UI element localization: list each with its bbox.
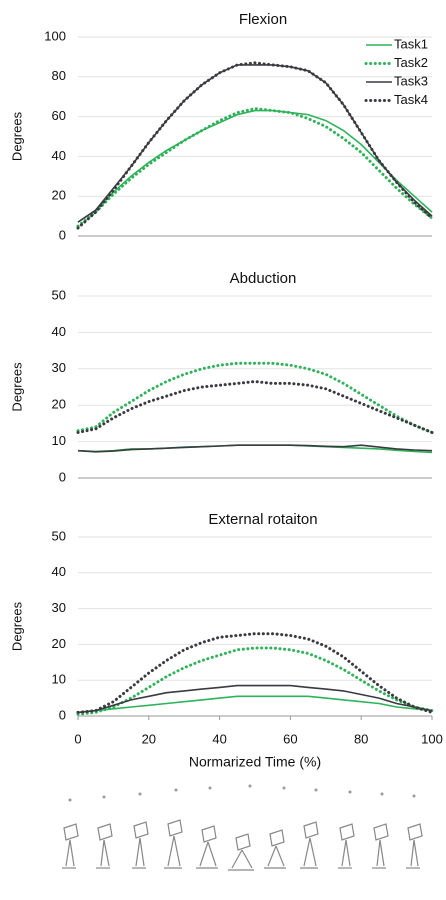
x-tick-label: 0: [74, 731, 81, 746]
series-line: [77, 64, 433, 223]
legend-label: Task3: [394, 73, 428, 88]
x-tick-label: 60: [283, 731, 297, 746]
y-tick-label: 100: [44, 28, 66, 43]
y-axis-label: Degrees: [9, 362, 24, 412]
y-tick-label: 40: [52, 564, 66, 579]
series-line: [76, 379, 434, 434]
y-tick-label: 50: [52, 528, 66, 543]
series-line: [76, 107, 434, 228]
series-line: [77, 444, 433, 453]
y-tick-label: 40: [52, 324, 66, 339]
y-axis-label: Degrees: [9, 601, 24, 651]
y-tick-label: 30: [52, 360, 66, 375]
series-line: [76, 632, 434, 714]
y-tick-label: 20: [52, 397, 66, 412]
legend-label: Task4: [394, 92, 428, 107]
series-line: [77, 695, 433, 714]
series-line: [76, 646, 434, 716]
y-tick-label: 0: [59, 227, 66, 242]
y-tick-label: 0: [59, 469, 66, 484]
legend-label: Task1: [394, 36, 428, 51]
chart-title: Flexion: [239, 11, 287, 28]
x-axis-label: Normarized Time (%): [189, 754, 321, 770]
series-line: [76, 361, 434, 434]
series-line: [76, 61, 434, 230]
x-tick-label: 20: [142, 731, 156, 746]
chart-title: Abduction: [230, 270, 297, 287]
y-tick-label: 10: [52, 672, 66, 687]
y-tick-label: 60: [52, 108, 66, 123]
series-line: [77, 109, 433, 223]
y-tick-label: 10: [52, 433, 66, 448]
x-tick-label: 80: [354, 731, 368, 746]
x-tick-label: 40: [212, 731, 226, 746]
legend-label: Task2: [394, 55, 428, 70]
series-line: [77, 684, 433, 714]
y-tick-label: 30: [52, 600, 66, 615]
y-tick-label: 20: [52, 188, 66, 203]
y-tick-label: 40: [52, 148, 66, 163]
y-tick-label: 80: [52, 68, 66, 83]
chart-title: External rotaiton: [208, 511, 317, 528]
y-axis-label: Degrees: [9, 111, 24, 161]
y-tick-label: 20: [52, 636, 66, 651]
stick-figures: [62, 784, 423, 871]
x-tick-label: 100: [421, 731, 443, 746]
y-tick-label: 0: [59, 707, 66, 722]
y-tick-label: 50: [52, 287, 66, 302]
